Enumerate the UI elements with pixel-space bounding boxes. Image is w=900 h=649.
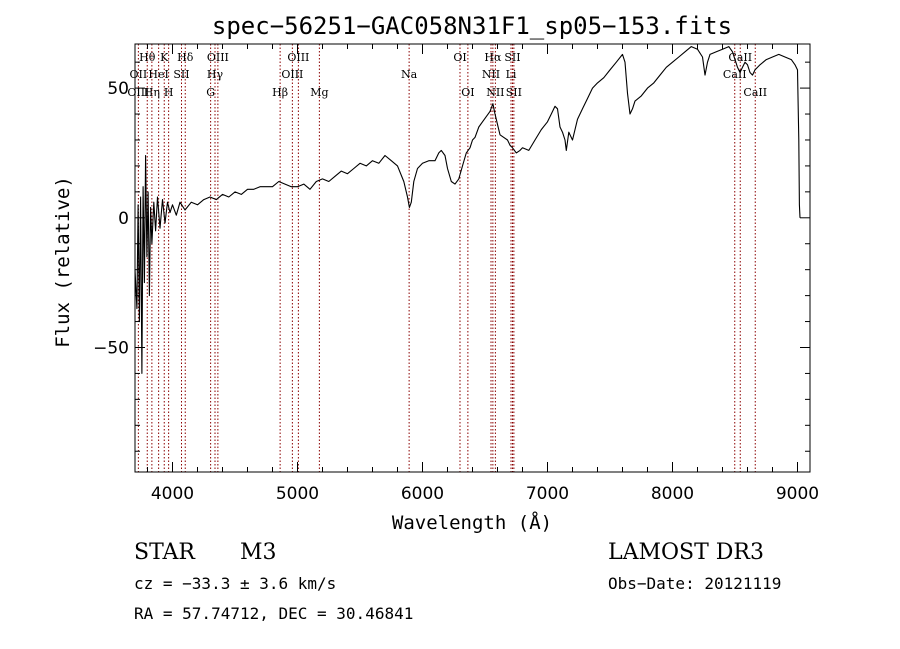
spectral-line-label: OI xyxy=(461,86,474,99)
spectral-line-label: HeI xyxy=(148,68,168,81)
spectral-line-label: SII xyxy=(506,86,522,99)
spectral-line-label: SII xyxy=(173,68,189,81)
spectral-line-label: Li xyxy=(506,68,517,81)
spectral-line-label: CaII xyxy=(743,86,767,99)
spectral-line-markers xyxy=(137,44,756,472)
spectral-line-label: Hδ xyxy=(177,51,194,64)
survey-name: LAMOST DR3 xyxy=(608,540,764,565)
spectral-line-label: OIII xyxy=(207,51,229,64)
spectral-line-label: Na xyxy=(401,68,418,81)
x-tick-label: 7000 xyxy=(526,484,569,504)
spectral-line-label: NII xyxy=(486,86,504,99)
spectral-line-label: Mg xyxy=(310,86,328,99)
y-tick-label: 0 xyxy=(118,209,129,229)
spectral-line-label: Hθ xyxy=(139,51,156,64)
spectral-line-label: NII xyxy=(482,68,500,81)
spectral-line-label: CaII xyxy=(723,68,747,81)
coordinates: RA = 57.74712, DEC = 30.46841 xyxy=(134,604,414,623)
chart-title: spec−56251−GAC058N31F1_sp05−153.fits xyxy=(212,12,732,40)
spectral-line-label: OIII xyxy=(281,68,303,81)
plot-frame xyxy=(134,43,811,473)
x-tick-label: 6000 xyxy=(401,484,444,504)
object-subclass: M3 xyxy=(240,540,277,565)
x-tick-label: 4000 xyxy=(151,484,194,504)
spectral-line-label: H xyxy=(164,86,174,99)
spectral-line-label: Hα xyxy=(484,51,502,64)
spectral-line-labels: Hθ OII OIII K HeI Hη H Hδ SII OIII Hγ G OIII OIII Hβ Mg… xyxy=(127,51,767,99)
flux-series-line xyxy=(134,46,801,374)
spectral-line-label: Hβ xyxy=(272,86,288,99)
y-tick-label: −50 xyxy=(93,338,129,358)
axis-ticks xyxy=(135,44,810,472)
x-tick-label: 9000 xyxy=(776,484,819,504)
spectral-line-label: CaII xyxy=(728,51,752,64)
spectral-line-label: OI xyxy=(453,51,466,64)
spectral-line-label: OII xyxy=(130,68,148,81)
observation-date: Obs−Date: 20121119 xyxy=(608,574,782,593)
spectral-line-label: Hγ xyxy=(207,68,224,81)
y-axis-label: Flux (relative) xyxy=(52,176,74,348)
spectral-line-label: OIII xyxy=(287,51,309,64)
x-axis-label: Wavelength (Å) xyxy=(392,511,552,534)
spectral-line-label: Hη xyxy=(144,86,160,99)
spectral-line-label: G xyxy=(206,86,215,99)
object-type: STAR xyxy=(134,540,195,565)
x-tick-label: 5000 xyxy=(276,484,319,504)
y-tick-label: 50 xyxy=(107,79,129,99)
x-tick-label: 8000 xyxy=(651,484,694,504)
redshift-info: cz = −33.3 ± 3.6 km/s xyxy=(134,574,337,593)
axis-tick-labels: 4000 5000 6000 7000 8000 9000 50 0 −50 xyxy=(93,79,819,504)
spectral-line-label: K xyxy=(160,51,169,64)
spectral-line-label: SII xyxy=(504,51,520,64)
spectral-line-label: OIII xyxy=(127,86,149,99)
